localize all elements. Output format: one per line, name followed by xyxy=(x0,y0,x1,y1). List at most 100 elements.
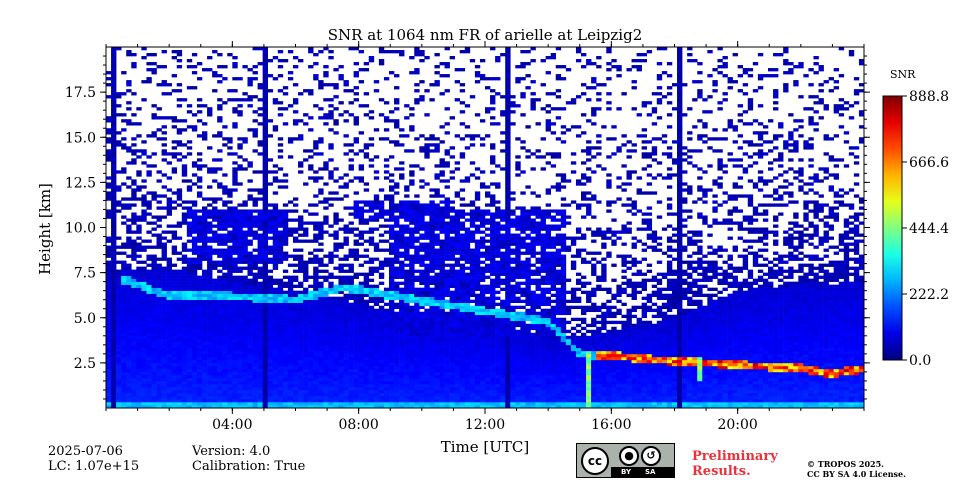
heatmap-cell xyxy=(126,239,132,243)
heatmap-cell xyxy=(318,362,324,367)
heatmap-cell xyxy=(378,59,385,63)
heatmap-cell xyxy=(313,365,319,370)
heatmap-cell xyxy=(262,302,268,307)
heatmap-cell xyxy=(227,53,233,57)
heatmap-cell xyxy=(202,137,208,141)
heatmap-cell xyxy=(202,365,208,370)
heatmap-cell xyxy=(298,377,304,382)
heatmap-cell xyxy=(373,287,380,291)
heatmap-cell xyxy=(368,200,375,204)
heatmap-cell xyxy=(318,365,324,370)
heatmap-cell xyxy=(399,350,405,355)
heatmap-cell xyxy=(131,242,137,246)
heatmap-cell xyxy=(111,278,117,282)
heatmap-cell xyxy=(328,332,334,337)
heatmap-cell xyxy=(313,272,319,276)
heatmap-cell xyxy=(409,290,415,294)
heatmap-cell xyxy=(252,383,258,388)
heatmap-cell xyxy=(444,263,450,267)
heatmap-cell xyxy=(207,296,213,300)
heatmap-cell xyxy=(313,146,319,150)
heatmap-cell xyxy=(308,335,314,340)
heatmap-cell xyxy=(323,395,329,400)
heatmap-cell xyxy=(262,71,268,75)
heatmap-cell xyxy=(232,305,238,310)
heatmap-cell xyxy=(373,323,380,328)
heatmap-cell xyxy=(277,365,284,370)
heatmap-cell xyxy=(161,131,167,135)
heatmap-cell xyxy=(136,170,142,174)
heatmap-cell xyxy=(434,389,440,394)
heatmap-cell xyxy=(303,344,309,349)
heatmap-cell xyxy=(434,164,440,168)
heatmap-cell xyxy=(449,365,455,370)
heatmap-cell xyxy=(181,353,188,358)
heatmap-cell xyxy=(383,329,390,334)
heatmap-cell xyxy=(111,92,117,96)
heatmap-cell xyxy=(394,293,400,297)
heatmap-cell xyxy=(126,362,132,367)
heatmap-cell xyxy=(262,287,268,291)
heatmap-cell xyxy=(424,383,430,388)
heatmap-cell xyxy=(313,380,319,385)
heatmap-cell xyxy=(126,365,132,370)
heatmap-cell xyxy=(394,311,400,316)
heatmap-cell xyxy=(272,218,279,222)
heatmap-cell xyxy=(106,182,112,186)
heatmap-cell xyxy=(262,314,268,319)
heatmap-cell xyxy=(449,347,455,352)
heatmap-cell xyxy=(388,293,395,297)
heatmap-cell xyxy=(181,395,188,400)
heatmap-cell xyxy=(388,194,395,198)
heatmap-cell xyxy=(262,230,268,234)
heatmap-cell xyxy=(308,251,314,255)
heatmap-cell xyxy=(257,317,263,322)
heatmap-cell xyxy=(247,128,253,132)
heatmap-cell xyxy=(439,353,445,358)
heatmap-cell xyxy=(252,299,258,304)
heatmap-cell xyxy=(394,371,400,376)
heatmap-cell xyxy=(111,347,117,352)
heatmap-cell xyxy=(363,314,370,319)
heatmap-cell xyxy=(171,50,178,54)
heatmap-cell xyxy=(282,350,289,355)
heatmap-cell xyxy=(176,359,183,364)
heatmap-cell xyxy=(151,380,157,385)
heatmap-cell xyxy=(287,302,294,307)
heatmap-cell xyxy=(272,311,279,316)
heatmap-cell xyxy=(232,290,238,294)
heatmap-cell xyxy=(333,353,339,358)
heatmap-cell xyxy=(106,137,112,141)
heatmap-cell xyxy=(383,371,390,376)
heatmap-cell xyxy=(394,242,400,246)
heatmap-cell xyxy=(156,281,162,285)
heatmap-cell xyxy=(348,353,354,358)
heatmap-cell xyxy=(373,371,380,376)
heatmap-cell xyxy=(358,131,365,135)
heatmap-cell xyxy=(394,320,400,325)
heatmap-cell xyxy=(262,356,268,361)
heatmap-cell xyxy=(404,302,410,307)
heatmap-cell xyxy=(222,341,228,346)
heatmap-cell xyxy=(373,215,380,219)
heatmap-cell xyxy=(368,305,375,310)
heatmap-cell xyxy=(191,278,198,282)
heatmap-cell xyxy=(292,326,299,331)
heatmap-cell xyxy=(111,311,117,316)
heatmap-cell xyxy=(399,320,405,325)
heatmap-cell xyxy=(308,167,314,171)
heatmap-cell xyxy=(126,161,132,165)
heatmap-cell xyxy=(227,98,233,102)
heatmap-cell xyxy=(217,404,223,409)
heatmap-cell xyxy=(419,260,425,264)
heatmap-cell xyxy=(363,209,370,213)
heatmap-cell xyxy=(343,257,349,261)
heatmap-cell xyxy=(131,404,137,409)
heatmap-cell xyxy=(388,383,395,388)
heatmap-cell xyxy=(298,281,304,285)
heatmap-cell xyxy=(404,278,410,282)
heatmap-cell xyxy=(237,356,243,361)
heatmap-cell xyxy=(161,299,167,304)
heatmap-cell xyxy=(131,239,137,243)
heatmap-cell xyxy=(262,164,268,168)
